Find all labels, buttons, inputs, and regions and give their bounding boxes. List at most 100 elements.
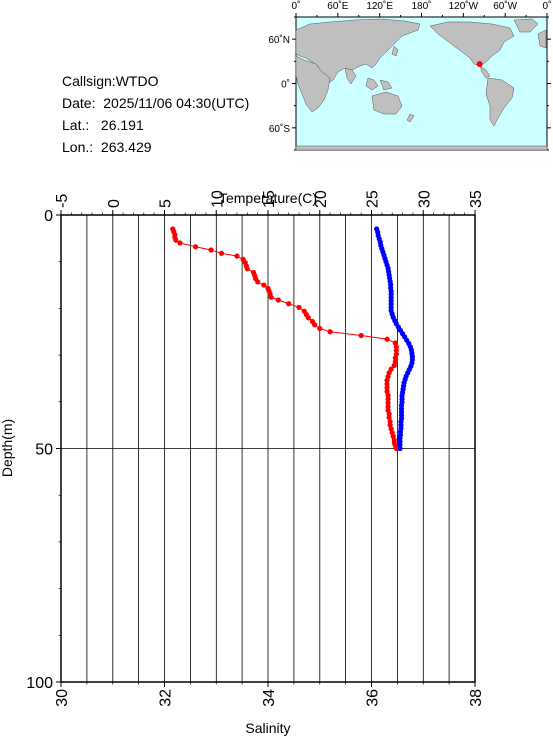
salinity-data-point [380, 249, 386, 255]
salinity-data-point [398, 419, 404, 425]
station-info: Callsign:WTDO Date: 2025/11/06 04:30(UTC… [62, 70, 249, 158]
salinity-data-point [384, 262, 390, 268]
temperature-data-point [275, 297, 281, 303]
map-lon-label: 60˚E [327, 0, 348, 12]
temperature-data-point [392, 340, 398, 346]
world-map: 0˚ 60˚E 120˚E 180˚ 120˚W 60˚W 0˚ 60˚N 0˚ 60˚S [268, 0, 552, 151]
longitude-text: Lon.: 263.429 [62, 139, 152, 155]
salinity-data-point [388, 291, 394, 297]
temperature-data-point [385, 396, 391, 402]
top-tick-label: 35 [468, 190, 485, 208]
salinity-data-point [401, 380, 407, 386]
salinity-data-point [400, 386, 406, 392]
salinity-data-point [392, 317, 398, 324]
salinity-data-point [385, 265, 391, 271]
temperature-data-point [309, 318, 316, 325]
temperature-data-point [387, 418, 393, 425]
salinity-data-point [400, 383, 407, 389]
temperature-data-point [242, 260, 248, 266]
temperature-data-point [265, 285, 271, 291]
temperature-data-point [244, 266, 250, 272]
salinity-data-point [390, 314, 396, 320]
map-lon-label: 180˚ [411, 0, 431, 12]
chart-series [170, 226, 415, 452]
temperature-data-point [390, 433, 396, 439]
salinity-data-point [397, 327, 404, 333]
salinity-data-point [397, 432, 404, 438]
plot-frame [60, 214, 476, 683]
temperature-data-point [327, 329, 333, 335]
temperature-data-point [266, 288, 272, 294]
map-land [295, 18, 548, 151]
temperature-data-point [393, 347, 399, 354]
y-tick-label: 100 [26, 675, 53, 692]
salinity-data-point [397, 445, 403, 452]
salinity-data-point [405, 370, 411, 376]
temperature-data-point [250, 269, 257, 276]
temperature-data-point [177, 240, 183, 246]
map-lon-label: 0˚ [543, 0, 552, 12]
salinity-data-point [377, 239, 383, 245]
temperature-data-point [393, 445, 399, 452]
salinity-data-point [374, 226, 380, 232]
salinity-data-point [385, 268, 392, 275]
y-axis-title: Depth(m) [0, 419, 15, 477]
temperature-data-point [387, 422, 393, 428]
salinity-data-point [399, 331, 406, 337]
temperature-data-point [384, 381, 390, 387]
map-lat-label: 60˚N [268, 34, 290, 46]
salinity-data-point [389, 311, 395, 317]
salinity-data-point [388, 281, 394, 288]
y-tick-label: 50 [35, 442, 53, 459]
temperature-data-point [392, 443, 398, 449]
salinity-data-point [388, 295, 394, 301]
top-tick-label: 15 [261, 190, 278, 208]
salinity-data-point [409, 360, 415, 366]
y-tick-label: 0 [44, 208, 53, 225]
temperature-data-point [261, 282, 267, 288]
top-tick-label: 5 [158, 199, 175, 208]
bottom-tick-label: 32 [158, 689, 175, 707]
salinity-data-point [388, 301, 394, 307]
temperature-data-point [392, 355, 398, 361]
top-tick-label: 0 [106, 199, 123, 208]
temperature-data-point [393, 344, 399, 350]
temperature-data-point [208, 247, 214, 253]
temperature-data-point [389, 430, 395, 436]
salinity-data-point [399, 399, 405, 405]
salinity-data-point [387, 275, 393, 281]
salinity-data-point [397, 438, 403, 445]
temperature-data-point [384, 385, 390, 391]
salinity-data-point [398, 425, 404, 432]
salinity-data-point [388, 285, 394, 291]
temperature-profile-line [172, 228, 397, 449]
temperature-data-point [386, 370, 392, 376]
temperature-data-point [192, 244, 199, 250]
salinity-data-point [388, 288, 394, 294]
salinity-data-point [398, 416, 405, 422]
salinity-data-point [402, 334, 408, 340]
temperature-data-point [296, 304, 302, 311]
salinity-data-point [388, 304, 394, 311]
temperature-data-point [386, 415, 392, 421]
bottom-tick-label: 34 [261, 689, 278, 707]
temperature-data-point [286, 301, 292, 307]
salinity-data-point [383, 259, 389, 265]
salinity-data-point [408, 347, 414, 353]
temperature-data-point [240, 256, 246, 262]
temperature-data-point [391, 362, 397, 368]
temperature-data-point [391, 440, 397, 446]
temperature-data-point [385, 403, 391, 410]
salinity-data-point [397, 442, 403, 448]
temperature-data-point [388, 366, 394, 372]
temperature-data-point [172, 234, 178, 241]
salinity-data-point [382, 255, 388, 262]
salinity-data-point [399, 396, 405, 402]
salinity-data-point [403, 373, 409, 379]
salinity-data-point [399, 389, 406, 396]
temperature-data-point [251, 272, 258, 278]
salinity-data-point [402, 376, 408, 382]
map-lat-label: 60˚S [269, 123, 290, 135]
salinity-data-point [393, 321, 399, 327]
